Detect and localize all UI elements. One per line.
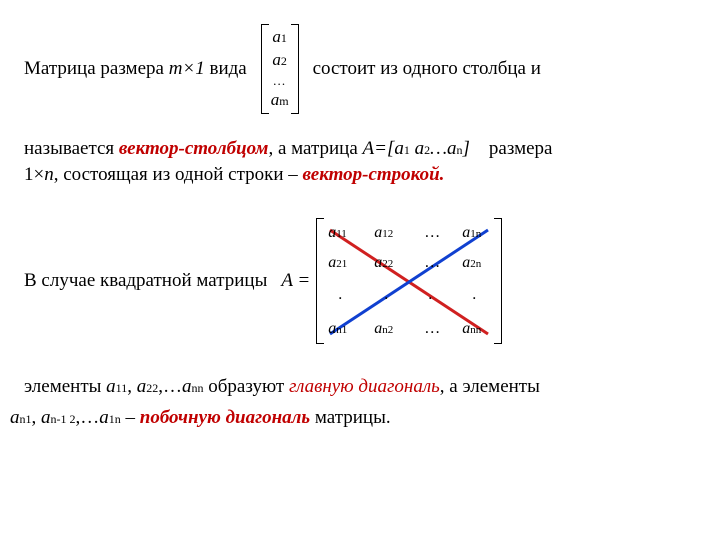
a: a xyxy=(41,407,51,428)
an1: an1 xyxy=(10,407,32,428)
a: a xyxy=(10,407,20,428)
cell-12: a12 xyxy=(374,222,393,244)
cell-2n: a2n xyxy=(462,252,481,274)
p2-line2: 1×n, состоящая из одной строки – вектор-… xyxy=(24,162,696,188)
cv-a2: a2 xyxy=(272,49,287,72)
s: n1 xyxy=(20,412,32,426)
a: a xyxy=(137,376,147,397)
s: n-1 2 xyxy=(51,412,76,426)
t: , xyxy=(127,376,137,397)
cv-dots: … xyxy=(273,72,287,90)
a11: a11 xyxy=(106,376,127,397)
s: nn xyxy=(191,381,203,395)
matrix-wrap: A = a11 a12 … a1n a21 a22 … a2n . . . . … xyxy=(281,218,502,344)
cell-p4: . xyxy=(472,284,476,306)
cell-nn: ann xyxy=(462,318,481,340)
c: ] xyxy=(463,138,470,159)
t: образуют xyxy=(203,376,288,397)
txt: Матрица размера xyxy=(24,58,169,79)
vida: вида xyxy=(205,58,247,79)
cell-21: a21 xyxy=(328,252,347,274)
column-vector-bracket: a1 a2 … am xyxy=(261,24,299,114)
a1n: a1n xyxy=(99,407,121,428)
s: 12 xyxy=(382,228,393,240)
cell-nd: … xyxy=(424,318,440,340)
t: , xyxy=(32,407,42,428)
row1-right-text: состоит из одного столбца и xyxy=(313,56,541,82)
cell-11: a11 xyxy=(328,222,347,244)
t: , а элементы xyxy=(440,376,540,397)
s: 1n xyxy=(109,412,121,426)
square-matrix: a11 a12 … a1n a21 a22 … a2n . . . . an1 … xyxy=(316,218,502,344)
t: , а матрица xyxy=(268,138,362,159)
cell-p3: . xyxy=(428,284,432,306)
t: называется xyxy=(24,138,119,159)
a: A=[a xyxy=(363,138,404,159)
s: n1 xyxy=(336,324,347,336)
cell-n2: an2 xyxy=(374,318,393,340)
s: 1n xyxy=(470,228,481,240)
an-1-2: an-1 2 xyxy=(41,407,76,428)
paragraph-vector-defs: называется вектор-столбцом, а матрица A=… xyxy=(24,136,696,187)
term-vector-column: вектор-столбцом xyxy=(119,138,269,159)
d: …a xyxy=(430,138,456,159)
s: 11 xyxy=(116,381,128,395)
term-vector-row: вектор-строкой. xyxy=(303,164,445,185)
s: 21 xyxy=(336,258,347,270)
sq-left-text: В случае квадратной матрицы xyxy=(24,268,267,294)
a: a xyxy=(410,138,424,159)
cv-a1: a1 xyxy=(272,26,287,49)
A-equals: A = xyxy=(281,268,310,294)
s: n2 xyxy=(382,324,393,336)
cell-p1: . xyxy=(338,284,342,306)
t: 1× xyxy=(24,164,44,185)
a: a xyxy=(272,27,281,46)
s: 1 xyxy=(281,31,287,45)
t: ,… xyxy=(158,376,182,397)
a22: a22 xyxy=(137,376,159,397)
row-column-vector: Матрица размера m×1 вида a1 a2 … am сост… xyxy=(24,24,696,114)
paragraph-main-diagonal: элементы a11, a22,…ann образуют главную … xyxy=(24,374,696,400)
term-anti-diagonal: побочную диагональ xyxy=(140,407,310,428)
t: – xyxy=(121,407,140,428)
cell-n1: an1 xyxy=(328,318,347,340)
row1-left-text: Матрица размера m×1 вида xyxy=(24,56,247,82)
s: 22 xyxy=(146,381,158,395)
s: nn xyxy=(470,324,481,336)
t: матрицы. xyxy=(310,407,390,428)
t: , состоящая из одной строки – xyxy=(54,164,303,185)
size-m1: m×1 xyxy=(169,58,205,79)
a: a xyxy=(271,90,280,109)
a: a xyxy=(272,50,281,69)
s: m xyxy=(279,94,288,108)
cell-1d: … xyxy=(424,222,440,244)
s: 2 xyxy=(281,54,287,68)
p2-line1: называется вектор-столбцом, а матрица A=… xyxy=(24,136,696,162)
t: элементы xyxy=(24,376,106,397)
row-square-matrix: В случае квадратной матрицы A = a11 a12 … xyxy=(24,218,696,344)
a: a xyxy=(106,376,116,397)
s: 22 xyxy=(382,258,393,270)
s: 11 xyxy=(336,228,347,240)
s: 2n xyxy=(470,258,481,270)
a: a xyxy=(99,407,109,428)
t: ,… xyxy=(76,407,100,428)
cell-p2: . xyxy=(384,284,388,306)
row-vector-expr: A=[a1 a2…an] xyxy=(363,138,470,159)
cell-2d: … xyxy=(424,252,440,274)
n: n xyxy=(44,164,54,185)
t: размера xyxy=(470,138,553,159)
paragraph-anti-diagonal: an1, an-1 2,…a1n – побочную диагональ ма… xyxy=(10,405,696,431)
ann: ann xyxy=(182,376,204,397)
cell-1n: a1n xyxy=(462,222,481,244)
term-main-diagonal: главную диагональ xyxy=(289,376,440,397)
cv-am: am xyxy=(271,89,289,112)
cell-22: a22 xyxy=(374,252,393,274)
